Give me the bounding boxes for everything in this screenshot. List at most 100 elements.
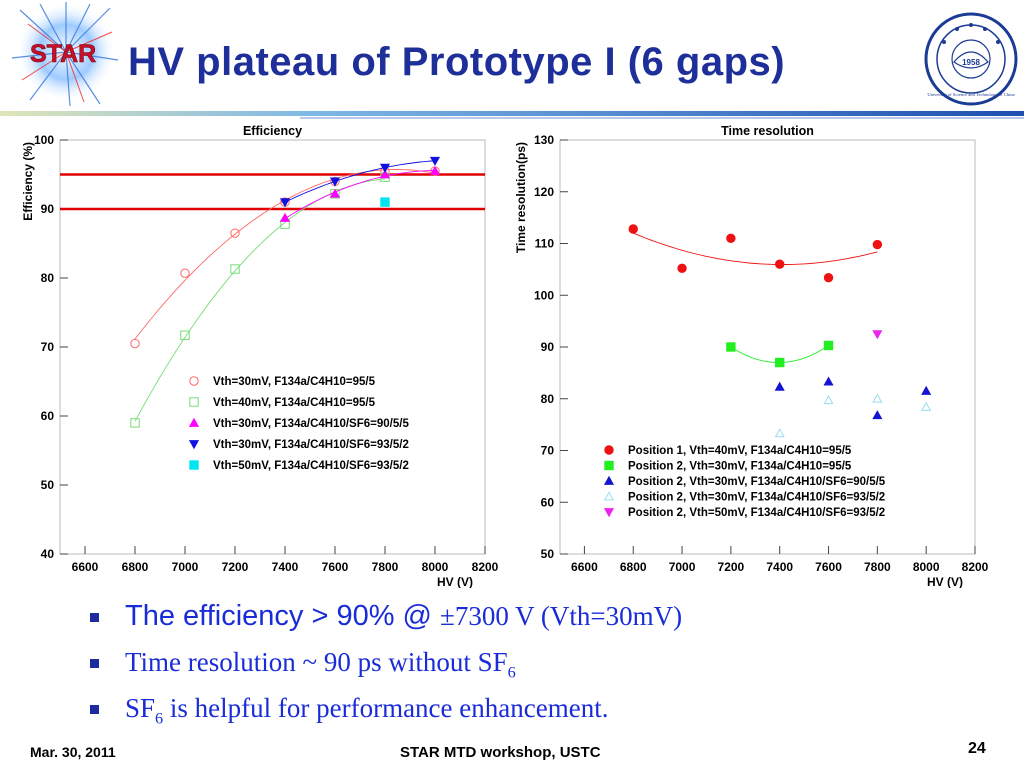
x-tick-label: 7000: [172, 560, 199, 574]
data-point: [379, 163, 391, 173]
legend-marker: [188, 417, 200, 427]
legend-marker: [604, 445, 614, 455]
y-tick-label: 110: [535, 237, 555, 251]
data-point: [677, 263, 687, 274]
data-point: [823, 395, 834, 405]
plot-frame: [559, 139, 976, 555]
x-tick-label: 7800: [864, 560, 891, 574]
title-underline: [0, 111, 1024, 119]
data-point: [823, 272, 834, 283]
footer-venue: STAR MTD workshop, USTC: [400, 744, 601, 761]
chart-title: Time resolution: [721, 124, 814, 138]
data-point: [823, 340, 834, 351]
y-tick-label: 50: [541, 547, 555, 561]
x-tick-label: 7400: [272, 560, 299, 574]
legend-marker: [603, 491, 615, 501]
bullet-item: The efficiency > 90% @ ±7300 V (Vth=30mV…: [90, 596, 990, 642]
y-tick-label: 50: [41, 478, 55, 492]
data-series: [279, 156, 441, 208]
x-tick-label: 8200: [472, 560, 499, 574]
data-point: [130, 418, 140, 428]
time-resolution-chart: Time resolution 6600 6800 7000 7200 7400 7600 7…: [514, 124, 989, 588]
x-tick-label: 7200: [718, 560, 745, 574]
legend-marker: [189, 397, 199, 407]
data-point: [775, 357, 785, 368]
data-point: [230, 264, 240, 274]
x-tick-label: 8000: [422, 560, 449, 574]
data-series: [380, 197, 390, 207]
y-tick-label: 60: [541, 495, 555, 509]
data-point: [180, 330, 190, 340]
bullet-text: SF: [125, 693, 156, 723]
data-series: [726, 340, 834, 368]
bullet-marker: [90, 613, 99, 622]
efficiency-chart: Efficiency 6600 6800 7000 7200 7400 7600 7800 80…: [21, 124, 499, 588]
data-point: [726, 342, 736, 352]
data-point: [329, 188, 341, 198]
x-tick-label: 7400: [766, 560, 793, 574]
ustc-seal-year: 1958: [962, 58, 980, 67]
footer-page-number: 24: [968, 740, 986, 757]
bullet-item: Time resolution ~ 90 ps without SF6: [90, 642, 990, 688]
bullet-text-cont: is helpful for performance enhancement.: [163, 693, 609, 723]
legend-label: Vth=30mV, F134a/C4H10=95/5: [213, 376, 376, 388]
slide-title: HV plateau of Prototype I (6 gaps): [128, 40, 786, 84]
fit-curve: [633, 232, 878, 265]
data-point: [774, 428, 785, 438]
plot-frame: [59, 139, 486, 555]
legend-label: Vth=40mV, F134a/C4H10=95/5: [213, 397, 376, 409]
data-point: [726, 233, 736, 244]
data-point: [379, 169, 391, 179]
y-tick-label: 100: [534, 288, 554, 302]
data-point: [775, 259, 785, 269]
x-tick-label: 6800: [122, 560, 149, 574]
fit-curve: [284, 170, 436, 219]
legend-label: Vth=30mV, F134a/C4H10/SF6=90/5/5: [213, 418, 409, 430]
y-tick-label: 100: [34, 133, 54, 147]
data-point: [230, 228, 240, 238]
data-point: [872, 393, 883, 403]
y-tick-label: 70: [41, 340, 55, 354]
data-point: [921, 401, 932, 411]
ustc-seal-text: University of Science and Technology of …: [927, 92, 1014, 97]
y-tick-label: 70: [541, 444, 555, 458]
x-tick-label: 8200: [962, 560, 989, 574]
y-tick-label: 80: [541, 392, 555, 406]
y-tick-label: 120: [534, 185, 554, 199]
x-tick-label: 6600: [571, 560, 598, 574]
data-series: [774, 393, 932, 438]
y-axis-title: Time resolution(ps): [514, 142, 528, 253]
data-point: [329, 177, 341, 187]
data-series: [872, 330, 883, 340]
data-point: [628, 224, 638, 234]
bullet-subscript: 6: [507, 663, 516, 682]
bullet-marker: [90, 705, 99, 714]
y-tick-label: 130: [534, 133, 554, 147]
legend-marker: [189, 460, 199, 470]
x-axis-title: HV (V): [927, 575, 963, 588]
legend-label: Position 2, Vth=30mV, F134a/C4H10/SF6=93…: [628, 492, 885, 504]
x-tick-label: 7000: [669, 560, 696, 574]
legend-label: Vth=50mV, F134a/C4H10/SF6=93/5/2: [213, 460, 409, 472]
chart-title: Efficiency: [243, 124, 302, 138]
y-tick-label: 80: [41, 271, 55, 285]
legend-marker: [603, 508, 615, 518]
data-point: [872, 330, 883, 340]
y-tick-label: 40: [41, 547, 55, 561]
data-point: [774, 381, 785, 391]
x-tick-label: 7200: [222, 560, 249, 574]
bullet-marker: [90, 659, 99, 668]
bullet-text: Time resolution ~ 90 ps without SF: [125, 647, 508, 677]
x-tick-label: 7800: [372, 560, 399, 574]
bullet-text: The efficiency > 90% @: [125, 600, 441, 632]
legend-label: Vth=30mV, F134a/C4H10/SF6=93/5/2: [213, 439, 409, 451]
data-series: [774, 376, 932, 420]
legend-marker: [603, 475, 615, 485]
data-series: [628, 224, 883, 283]
ustc-seal-logo: 1958 University of Science and Technolog…: [924, 12, 1018, 106]
y-axis-title: Efficiency (%): [21, 142, 35, 221]
footer-date: Mar. 30, 2011: [30, 744, 116, 760]
data-point: [921, 385, 932, 395]
bullet-list: The efficiency > 90% @ ±7300 V (Vth=30mV…: [90, 596, 990, 734]
legend-label: Position 2, Vth=30mV, F134a/C4H10/SF6=90…: [628, 476, 886, 488]
